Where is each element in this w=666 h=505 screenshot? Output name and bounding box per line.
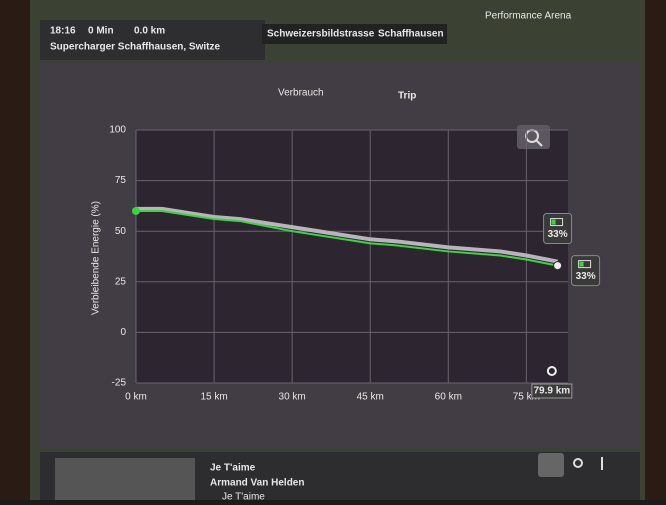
series-line	[136, 206, 558, 264]
street-bar	[262, 24, 447, 44]
callout-label: 33%	[548, 229, 568, 240]
nav-destination: Supercharger Schaffhausen, Switze	[50, 42, 220, 53]
zoom-icon[interactable]	[535, 139, 543, 147]
callout-label: 33%	[576, 271, 596, 282]
nav-time: 18:16	[50, 26, 76, 37]
zoom-button[interactable]	[517, 125, 550, 149]
y-tick-label: 25	[115, 276, 127, 287]
end-dot	[553, 261, 563, 271]
y-tick-label: 75	[115, 175, 127, 186]
map-place: Performance Arena	[485, 11, 572, 22]
zoom-bg[interactable]	[517, 125, 550, 149]
street: Schweizersbildstrasse	[267, 29, 375, 40]
x-tick-label: 15 km	[200, 392, 227, 403]
y-tick-label: 0	[120, 327, 126, 338]
x-tick-label: 60 km	[435, 392, 462, 403]
y-tick-label: 50	[115, 226, 127, 237]
x-tick-label: 30 km	[279, 392, 306, 403]
end-pin	[546, 366, 557, 376]
bezel	[645, 0, 666, 500]
nav-distance: 0.0 km	[134, 26, 165, 37]
start-dot	[132, 206, 140, 215]
battery-icon	[550, 218, 564, 227]
search-button[interactable]	[573, 458, 583, 468]
y-tick-label: 100	[109, 125, 126, 136]
media-artist: Armand Van Helden	[210, 478, 304, 489]
album-art	[55, 458, 195, 500]
battery-icon	[578, 260, 592, 269]
nav-duration: 0 Min	[88, 26, 114, 37]
tab-active[interactable]: Trip	[398, 91, 416, 102]
y-tick-label: -25	[112, 378, 127, 389]
y-axis-label: Verbleibende Energie (%)	[91, 201, 102, 315]
battery-level	[551, 219, 556, 225]
end-label-box	[531, 383, 573, 399]
street: Schaffhausen	[378, 29, 444, 40]
x-tick-label: 45 km	[357, 392, 384, 403]
series-line	[136, 209, 558, 267]
end-label: 79.9 km	[534, 386, 571, 397]
nav-card	[40, 20, 265, 60]
x-tick-label: 75 km	[513, 392, 540, 403]
media-album: Je T'aime	[222, 492, 265, 500]
plot-area	[136, 130, 568, 383]
battery-level	[579, 261, 584, 267]
media-title: Je T'aime	[210, 463, 256, 474]
x-tick-label: 0 km	[125, 392, 147, 403]
bezel	[0, 0, 30, 500]
tab[interactable]: Verbrauch	[278, 88, 324, 99]
list-button[interactable]	[538, 453, 564, 477]
